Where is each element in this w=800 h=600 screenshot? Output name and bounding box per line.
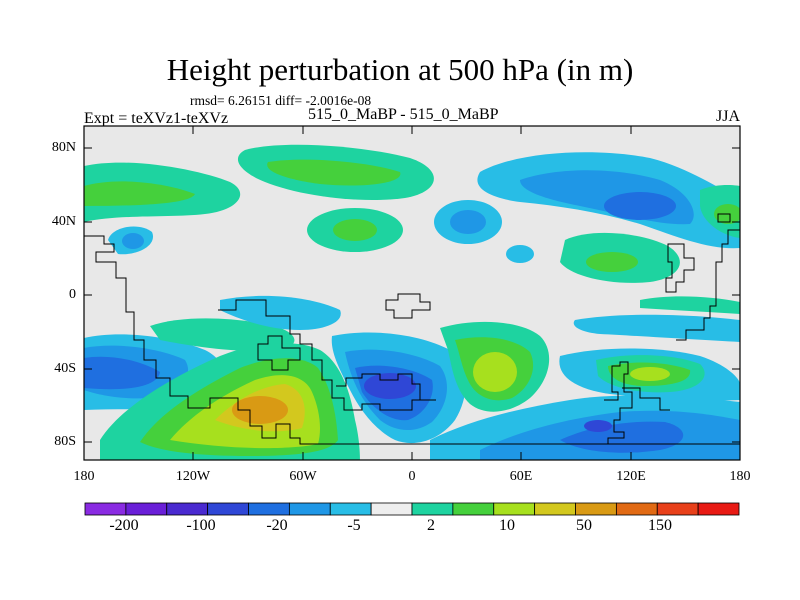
season-label: JJA <box>716 108 741 125</box>
contour-fields <box>84 126 740 460</box>
xtick-label-180e: 180 <box>729 469 751 484</box>
contour-trop-green-east <box>640 296 740 314</box>
colorbar-label-6: 10 <box>499 517 515 534</box>
contour-nh-green-center-inner <box>267 159 401 186</box>
contour-nh-green-west-inner <box>84 181 195 206</box>
coastline-aus <box>604 361 633 444</box>
colorbar-label-3: -20 <box>266 517 288 534</box>
coastlines <box>84 213 740 445</box>
colorbar-swatch-11 <box>493 502 536 516</box>
colorbar-swatch-1 <box>84 502 127 516</box>
contour-nh-deepblue-east <box>604 192 676 220</box>
colorbar-label-5: 2 <box>427 517 435 534</box>
contour-nh-atl-blob-inner <box>450 210 486 234</box>
colorbar-swatch-16 <box>697 502 740 516</box>
contour-sh-green-west <box>150 318 295 352</box>
colorbar-swatch-10 <box>452 502 495 516</box>
contour-sh-ind-yellow <box>473 352 517 392</box>
contour-sh-atl-core <box>364 373 416 399</box>
coastline-asia-right <box>676 229 740 341</box>
xtick-label-0: 0 <box>408 469 416 484</box>
contour-sh-aus-yellow <box>630 367 670 381</box>
ytick-label-40n: 40N <box>51 214 76 229</box>
map-title: Height perturbation at 500 hPa (in m) <box>166 52 634 87</box>
xtick-label-60w: 60W <box>289 469 317 484</box>
colorbar-label-4: -5 <box>347 517 361 534</box>
contour-sh-cyan-top <box>220 295 341 330</box>
ytick-label-40s: 40S <box>54 361 76 376</box>
coastline-east-frag <box>622 387 670 411</box>
ytick-label-80n: 80N <box>51 140 76 155</box>
experiment-label: Expt = teXVz1-teXVz <box>84 110 229 127</box>
tick-marks <box>84 126 740 460</box>
contour-sh-south-core <box>584 420 612 432</box>
colorbar-swatch-2 <box>125 502 168 516</box>
contour-sh-deepblue-west <box>84 356 160 390</box>
contour-nh-small-cyan <box>506 245 534 263</box>
colorbar-swatch-6 <box>288 502 331 516</box>
colorbar-swatch-13 <box>575 502 617 516</box>
contour-nh-green-asia-inner <box>586 252 638 272</box>
colorbar-label-1: -200 <box>109 517 139 534</box>
colorbar-swatch-15 <box>656 502 699 516</box>
contour-trop-cyan-east <box>573 314 740 342</box>
coastline-laurasia-block <box>385 293 431 319</box>
colorbar-swatch-7 <box>329 502 372 516</box>
xtick-label-120e: 120E <box>616 469 646 484</box>
colorbar-swatch-8 <box>370 502 413 516</box>
coastline-asia-east <box>665 243 695 293</box>
colorbar-swatch-5 <box>248 502 290 516</box>
colorbar-swatch-12 <box>534 502 576 516</box>
contour-nh-blue-small <box>122 233 144 249</box>
contour-sh-pac-orange <box>232 396 288 424</box>
contour-nh-mid-blob-inner <box>333 219 377 241</box>
colorbar-swatch-4 <box>207 502 249 516</box>
colorbar-swatch-14 <box>615 502 658 516</box>
colorbar-label-8: 150 <box>648 517 672 534</box>
stats-label: rmsd= 6.26151 diff= -2.0016e-08 <box>190 93 372 108</box>
coastline-americas <box>84 235 740 445</box>
coastline-africa <box>336 373 421 400</box>
colorbar-label-7: 50 <box>576 517 592 534</box>
xtick-label-120w: 120W <box>175 469 211 484</box>
coastline-asia-island <box>717 213 731 223</box>
ytick-label-80s: 80S <box>54 434 76 449</box>
ytick-label-0: 0 <box>69 287 76 302</box>
colorbar-swatch-3 <box>166 502 209 516</box>
xtick-label-180w: 180 <box>73 469 95 484</box>
difference-label: 515_0_MaBP - 515_0_MaBP <box>308 106 499 123</box>
xtick-label-60e: 60E <box>509 469 533 484</box>
colorbar <box>84 502 740 516</box>
colorbar-swatch-9 <box>411 502 454 516</box>
coastline-gondwana-west <box>218 299 436 411</box>
coastline-gondwana-inner <box>257 335 301 371</box>
colorbar-label-2: -100 <box>186 517 216 534</box>
